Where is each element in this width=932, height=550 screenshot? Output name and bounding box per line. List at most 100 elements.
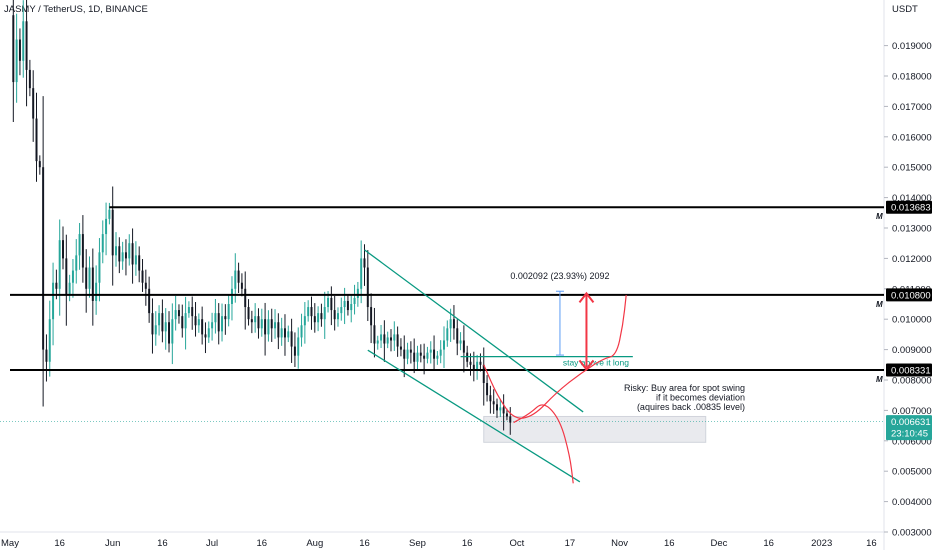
candle-body [217, 313, 220, 332]
last-price-tag [886, 415, 932, 441]
candle-body [101, 234, 104, 253]
candle-body [386, 337, 389, 344]
candle-body [297, 337, 300, 356]
price-tick-label: 0.016000 [892, 132, 932, 143]
candle-body [389, 337, 392, 341]
candle-body [257, 316, 260, 329]
candle-body [482, 364, 485, 384]
candle-body [300, 325, 303, 338]
candle-body [443, 340, 445, 350]
candle-body [366, 267, 369, 308]
candle-body [197, 319, 200, 326]
price-tick-label: 0.006000 [892, 436, 932, 447]
candle-body [327, 297, 330, 308]
candle-body [144, 282, 147, 289]
time-tick-label: Sep [409, 538, 426, 549]
candle-body [171, 319, 174, 344]
time-tick-label: 16 [664, 538, 675, 549]
price-tick-label: 0.003000 [892, 528, 932, 539]
candle-body [42, 167, 45, 350]
candle-body [320, 313, 323, 320]
candle-body [141, 270, 144, 283]
candle-body [12, 15, 15, 83]
candle-body [98, 252, 101, 283]
candle-body [88, 267, 91, 289]
candle-body [416, 352, 419, 362]
currency-label: USDT [892, 4, 918, 15]
candle-body [45, 349, 48, 362]
candle-body [81, 234, 84, 268]
candle-body [476, 361, 479, 371]
price-tick-label: 0.014000 [892, 193, 932, 204]
candle-body [356, 288, 359, 298]
candle-body [426, 352, 429, 359]
candle-body [115, 246, 118, 256]
candle-body [55, 282, 58, 289]
candle-body [277, 322, 280, 338]
candle-body [58, 240, 61, 289]
candle-body [373, 325, 376, 344]
price-tick-label: 0.007000 [892, 406, 932, 417]
candle-body [184, 313, 187, 329]
price-tick-label: 0.012000 [892, 254, 932, 265]
bar-countdown-text: 23:10:45 [891, 429, 928, 440]
candle-body [479, 361, 482, 365]
candle-body [207, 328, 210, 338]
time-tick-label: Dec [711, 538, 728, 549]
candle-body [396, 334, 399, 347]
candle-body [317, 313, 320, 323]
candle-body [346, 300, 349, 311]
level-price-tag-text: 0.013683 [891, 203, 931, 214]
level-price-tag [886, 288, 932, 302]
candle-body [25, 21, 28, 70]
candle-body [290, 331, 293, 347]
candle-body [230, 288, 233, 304]
candle-body [423, 355, 426, 359]
candle-body [201, 319, 204, 335]
candle-body [313, 316, 316, 323]
buy-zone-box [483, 415, 707, 443]
chart-title: JASMY / TetherUS, 1D, BINANCE [4, 4, 148, 15]
level-marker: M [876, 300, 883, 309]
projection-path-bear [513, 404, 574, 484]
level-price-tag-text: 0.008331 [891, 365, 931, 376]
candle-body [350, 304, 353, 311]
candle-body [52, 282, 55, 320]
time-axis[interactable]: May 16 Jun 16 Jul 16 Aug 16 Sep 16 Oct 17 Nov 16 Dec 16… [1, 538, 877, 549]
candle-body [343, 300, 346, 308]
candle-body [78, 234, 81, 256]
time-tick-label: 16 [866, 538, 877, 549]
candle-body [287, 331, 290, 338]
candle-body [250, 319, 253, 323]
time-tick-label: 16 [157, 538, 168, 549]
candle-body [489, 395, 492, 402]
time-tick-label: 16 [462, 538, 473, 549]
candle-body [413, 352, 416, 362]
time-tick-label: 16 [763, 538, 774, 549]
time-tick-label: 16 [256, 538, 267, 549]
time-tick-label: 16 [359, 538, 370, 549]
candle-body [264, 319, 267, 335]
candle-body [254, 316, 257, 323]
candle-body [270, 319, 273, 329]
projection-path-bull [483, 294, 627, 419]
candle-body [158, 313, 161, 326]
candle-body [247, 307, 250, 320]
candle-body [227, 304, 230, 320]
candle-body [419, 352, 422, 356]
candle-body [486, 383, 489, 396]
time-tick-label: 2023 [811, 538, 832, 549]
candle-body [174, 310, 177, 320]
candle-body [492, 401, 495, 405]
candle-body [71, 270, 74, 283]
candle-body [95, 282, 98, 301]
candle-body [161, 313, 164, 332]
price-tick-label: 0.015000 [892, 163, 932, 174]
candle-body [151, 313, 154, 335]
channel-lower-line [367, 349, 581, 483]
candle-body [62, 240, 65, 259]
candle-body [267, 319, 270, 335]
candle-body [240, 282, 243, 289]
